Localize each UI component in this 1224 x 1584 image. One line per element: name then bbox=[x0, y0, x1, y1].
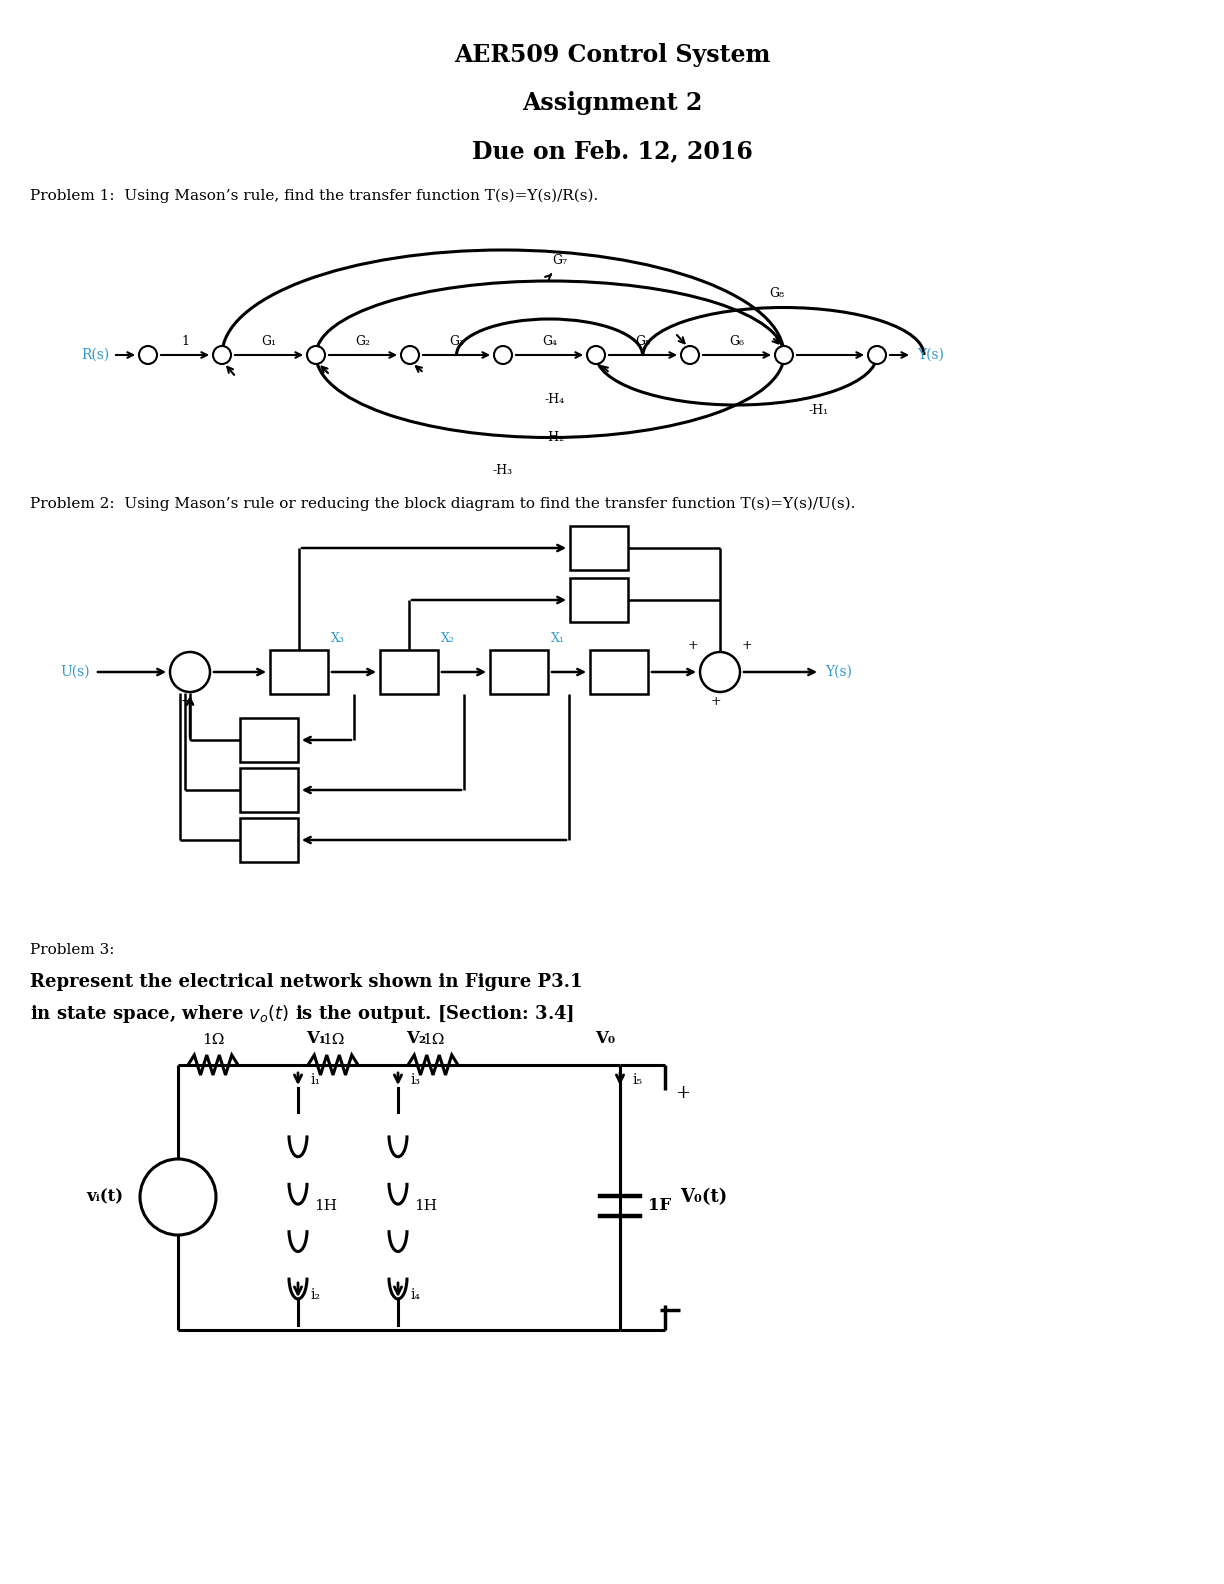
Circle shape bbox=[401, 345, 419, 364]
Text: X₃: X₃ bbox=[330, 632, 345, 645]
Text: Problem 2:  Using Mason’s rule or reducing the block diagram to find the transfe: Problem 2: Using Mason’s rule or reducin… bbox=[31, 497, 856, 512]
Circle shape bbox=[140, 1159, 215, 1236]
Text: Problem 3:: Problem 3: bbox=[31, 942, 115, 957]
Text: G₂: G₂ bbox=[355, 334, 371, 347]
Text: Y(s): Y(s) bbox=[825, 665, 852, 680]
Text: +: + bbox=[674, 1083, 690, 1102]
Text: +: + bbox=[742, 638, 753, 653]
Text: +: + bbox=[688, 638, 698, 653]
Text: 16: 16 bbox=[258, 781, 279, 798]
Text: V₀(t): V₀(t) bbox=[681, 1188, 727, 1205]
Text: AER509 Control System: AER509 Control System bbox=[454, 43, 770, 67]
Text: -H₃: -H₃ bbox=[493, 464, 513, 477]
Text: 6: 6 bbox=[613, 664, 624, 681]
Text: $\dfrac{1}{s}$: $\dfrac{1}{s}$ bbox=[513, 656, 525, 687]
Bar bbox=[240, 817, 297, 862]
Text: G₃: G₃ bbox=[449, 334, 464, 347]
Text: G₄: G₄ bbox=[542, 334, 557, 347]
Bar bbox=[590, 649, 647, 694]
Text: G₅: G₅ bbox=[635, 334, 651, 347]
Text: 8: 8 bbox=[263, 732, 274, 749]
Text: X₂: X₂ bbox=[441, 632, 455, 645]
Text: -H₁: -H₁ bbox=[808, 404, 829, 417]
Text: V₀: V₀ bbox=[595, 1030, 614, 1047]
Text: 8: 8 bbox=[594, 591, 605, 608]
Circle shape bbox=[868, 345, 886, 364]
Circle shape bbox=[494, 345, 512, 364]
Text: 1: 1 bbox=[181, 334, 188, 347]
Circle shape bbox=[681, 345, 699, 364]
Bar bbox=[271, 649, 328, 694]
Circle shape bbox=[140, 345, 157, 364]
Text: $\dfrac{1}{s}$: $\dfrac{1}{s}$ bbox=[403, 656, 415, 687]
Text: +: + bbox=[711, 695, 721, 708]
Text: -H₂: -H₂ bbox=[545, 431, 565, 444]
Text: i₄: i₄ bbox=[410, 1288, 420, 1302]
Bar bbox=[379, 649, 438, 694]
Text: -H₄: -H₄ bbox=[545, 393, 564, 406]
Text: G₈: G₈ bbox=[769, 287, 785, 299]
Circle shape bbox=[588, 345, 605, 364]
Text: −: − bbox=[196, 676, 208, 691]
Text: Due on Feb. 12, 2016: Due on Feb. 12, 2016 bbox=[471, 139, 753, 163]
Text: i₅: i₅ bbox=[632, 1072, 643, 1087]
Bar bbox=[240, 718, 297, 762]
Circle shape bbox=[213, 345, 231, 364]
Text: 6: 6 bbox=[263, 832, 274, 849]
Text: i₂: i₂ bbox=[310, 1288, 321, 1302]
Text: in state space, where $v_o(t)$ is the output. [Section: 3.4]: in state space, where $v_o(t)$ is the ou… bbox=[31, 1003, 574, 1025]
Text: 1Ω: 1Ω bbox=[322, 1033, 344, 1047]
Bar bbox=[490, 649, 548, 694]
Text: −: − bbox=[180, 694, 192, 708]
Text: Represent the electrical network shown in Figure P3.1: Represent the electrical network shown i… bbox=[31, 973, 583, 992]
Text: 1Ω: 1Ω bbox=[202, 1033, 224, 1047]
Bar bbox=[240, 768, 297, 813]
Text: R(s): R(s) bbox=[82, 348, 110, 363]
Text: X₁: X₁ bbox=[551, 632, 564, 645]
Text: vᵢ(t): vᵢ(t) bbox=[86, 1188, 122, 1205]
Text: Y(s): Y(s) bbox=[917, 348, 944, 363]
Text: 1H: 1H bbox=[315, 1199, 337, 1213]
Circle shape bbox=[700, 653, 741, 692]
Text: 2: 2 bbox=[594, 540, 605, 556]
Circle shape bbox=[170, 653, 211, 692]
Text: +: + bbox=[174, 654, 185, 667]
Text: U(s): U(s) bbox=[60, 665, 91, 680]
Text: 1Ω: 1Ω bbox=[422, 1033, 444, 1047]
Text: G₆: G₆ bbox=[730, 334, 744, 347]
Text: $\dfrac{1}{s}$: $\dfrac{1}{s}$ bbox=[293, 656, 305, 687]
Text: Problem 1:  Using Mason’s rule, find the transfer function T(s)=Y(s)/R(s).: Problem 1: Using Mason’s rule, find the … bbox=[31, 188, 599, 203]
Circle shape bbox=[775, 345, 793, 364]
Text: V₁: V₁ bbox=[306, 1030, 326, 1047]
Text: i₁: i₁ bbox=[310, 1072, 319, 1087]
Text: G₁: G₁ bbox=[262, 334, 277, 347]
Text: V₂: V₂ bbox=[406, 1030, 426, 1047]
Circle shape bbox=[307, 345, 326, 364]
Bar bbox=[570, 526, 628, 570]
Text: 1F: 1F bbox=[647, 1198, 671, 1215]
Text: Assignment 2: Assignment 2 bbox=[521, 90, 703, 116]
Text: 1H: 1H bbox=[414, 1199, 437, 1213]
Bar bbox=[570, 578, 628, 623]
Text: i₃: i₃ bbox=[410, 1072, 420, 1087]
Text: G₇: G₇ bbox=[552, 253, 568, 268]
